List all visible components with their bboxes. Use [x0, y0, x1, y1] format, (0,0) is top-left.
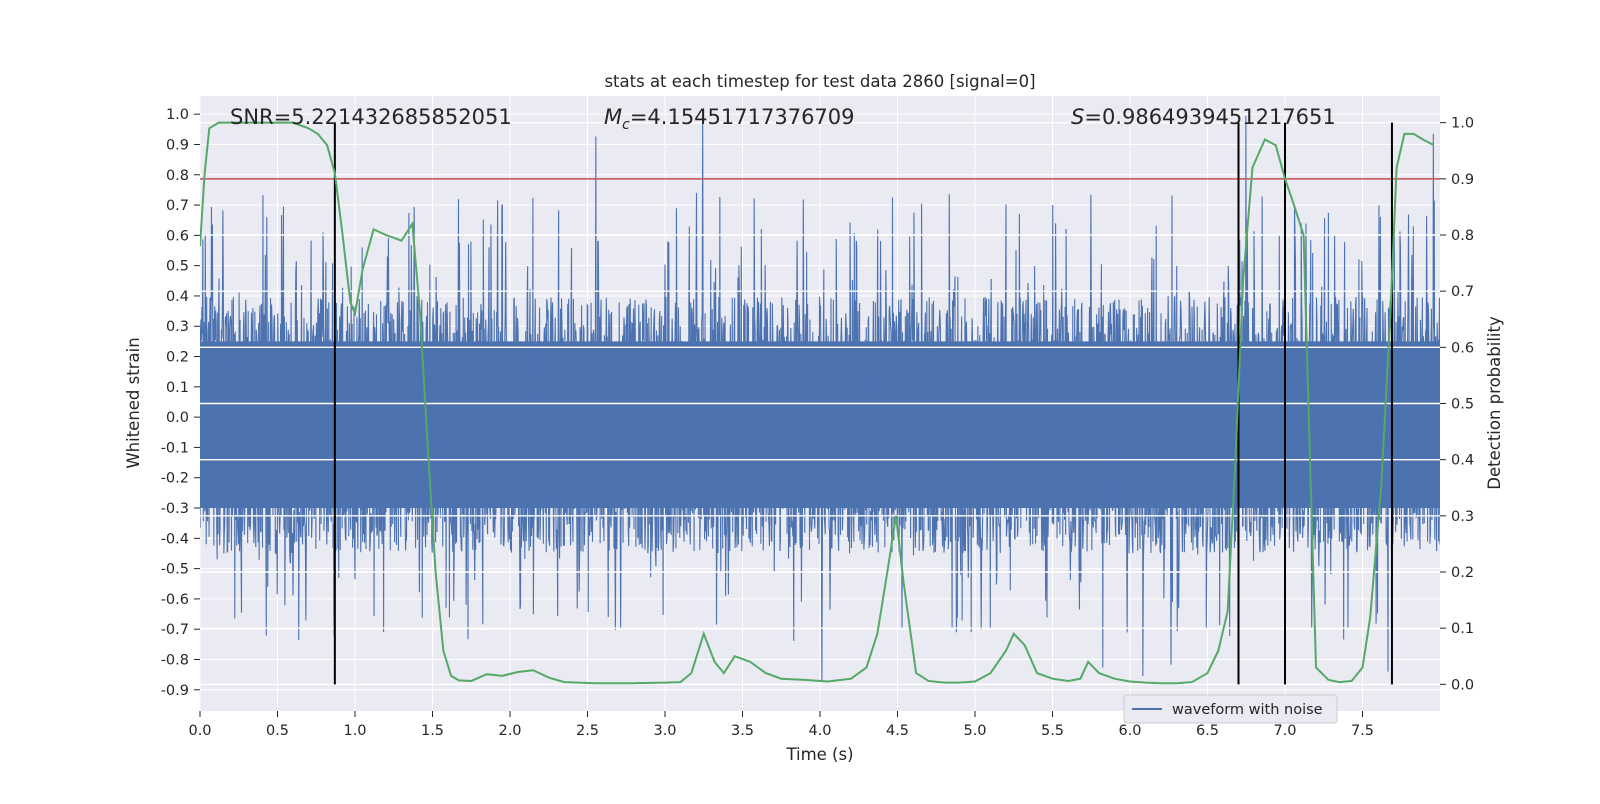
- y-tick-label: -0.2: [161, 471, 189, 487]
- x-tick-label: 2.0: [498, 723, 521, 739]
- y-tick-label: 1.0: [166, 107, 189, 123]
- mc-value: =4.15451717376709: [630, 105, 855, 129]
- x-tick-label: 7.0: [1273, 723, 1296, 739]
- mc-symbol: M: [604, 105, 622, 129]
- legend-label: waveform with noise: [1172, 702, 1323, 718]
- mc-annotation: Mc=4.15451717376709: [604, 105, 855, 133]
- y-tick-label: -0.1: [161, 440, 189, 456]
- y-tick-label: 0.7: [166, 198, 189, 214]
- left-axis: 1.0 0.9 0.8 0.7 0.6 0.5 0.4 0.3 0.2 0.1 0.0 -0.1 -0.…: [161, 107, 200, 699]
- mc-subscript: c: [622, 117, 630, 133]
- snr-annotation: SNR=5.221432685852051: [230, 105, 512, 129]
- y-tick-label: -0.5: [161, 562, 189, 578]
- x-tick-label: 5.0: [963, 723, 986, 739]
- y-tick-label: 0.1: [166, 380, 189, 396]
- x-tick-label: 4.0: [808, 723, 831, 739]
- waveform-series: [200, 115, 1440, 680]
- s-annotation: S=0.9864939451217651: [1071, 105, 1336, 129]
- y-tick-label: 0.0: [166, 410, 189, 426]
- x-tick-label: 6.5: [1196, 723, 1219, 739]
- y2-tick-label: 0.8: [1451, 228, 1474, 244]
- right-axis: 0.0 0.1 0.2 0.3 0.4 0.5 0.6 0.7 0.8 0.9 1.0: [1440, 116, 1474, 693]
- y2-tick-label: 0.6: [1451, 340, 1474, 356]
- x-axis-label: Time (s): [785, 745, 853, 764]
- probability-line: [200, 121, 1435, 685]
- x-tick-label: 2.5: [576, 723, 599, 739]
- y2-tick-label: 0.9: [1451, 172, 1474, 188]
- y2-tick-label: 0.3: [1451, 509, 1474, 525]
- y2-tick-label: 0.1: [1451, 621, 1474, 637]
- s-symbol: S: [1071, 105, 1084, 129]
- y-axis-label: Whitened strain: [124, 337, 143, 468]
- y-tick-label: 0.3: [166, 319, 189, 335]
- y-tick-label: -0.9: [161, 683, 189, 699]
- y2-axis-label: Detection probability: [1485, 316, 1504, 490]
- x-tick-label: 1.0: [343, 723, 366, 739]
- x-tick-label: 6.0: [1118, 723, 1141, 739]
- s-value: =0.9864939451217651: [1084, 105, 1335, 129]
- y-tick-label: 0.9: [166, 137, 189, 153]
- y2-tick-label: 0.4: [1451, 453, 1474, 469]
- y-tick-label: 0.5: [166, 259, 189, 275]
- chart-title: stats at each timestep for test data 286…: [604, 72, 1035, 91]
- legend: waveform with noise: [1123, 694, 1338, 724]
- y2-tick-label: 0.5: [1451, 397, 1474, 413]
- y-tick-label: -0.4: [161, 531, 189, 547]
- x-tick-label: 4.5: [886, 723, 909, 739]
- y-tick-label: -0.7: [161, 622, 189, 638]
- y-tick-label: -0.6: [161, 592, 189, 608]
- x-tick-label: 3.0: [653, 723, 676, 739]
- y2-tick-label: 1.0: [1451, 116, 1474, 132]
- probability-series: [200, 121, 1435, 685]
- y-tick-label: 0.6: [166, 228, 189, 244]
- y-tick-label: -0.3: [161, 501, 189, 517]
- y2-tick-label: 0.7: [1451, 284, 1474, 300]
- legend-box: [1123, 694, 1338, 724]
- y-tick-label: 0.4: [166, 289, 189, 305]
- y-tick-label: 0.2: [166, 350, 189, 366]
- y-tick-label: 0.8: [166, 168, 189, 184]
- y2-tick-label: 0.0: [1451, 677, 1474, 693]
- x-tick-label: 7.5: [1351, 723, 1374, 739]
- x-tick-label: 0.0: [188, 723, 211, 739]
- x-tick-label: 3.5: [731, 723, 754, 739]
- y2-tick-label: 0.2: [1451, 565, 1474, 581]
- x-tick-label: 0.5: [266, 723, 289, 739]
- waveform-line: [200, 115, 1440, 680]
- y-tick-label: -0.8: [161, 652, 189, 668]
- x-tick-label: 5.5: [1041, 723, 1064, 739]
- x-tick-label: 1.5: [421, 723, 444, 739]
